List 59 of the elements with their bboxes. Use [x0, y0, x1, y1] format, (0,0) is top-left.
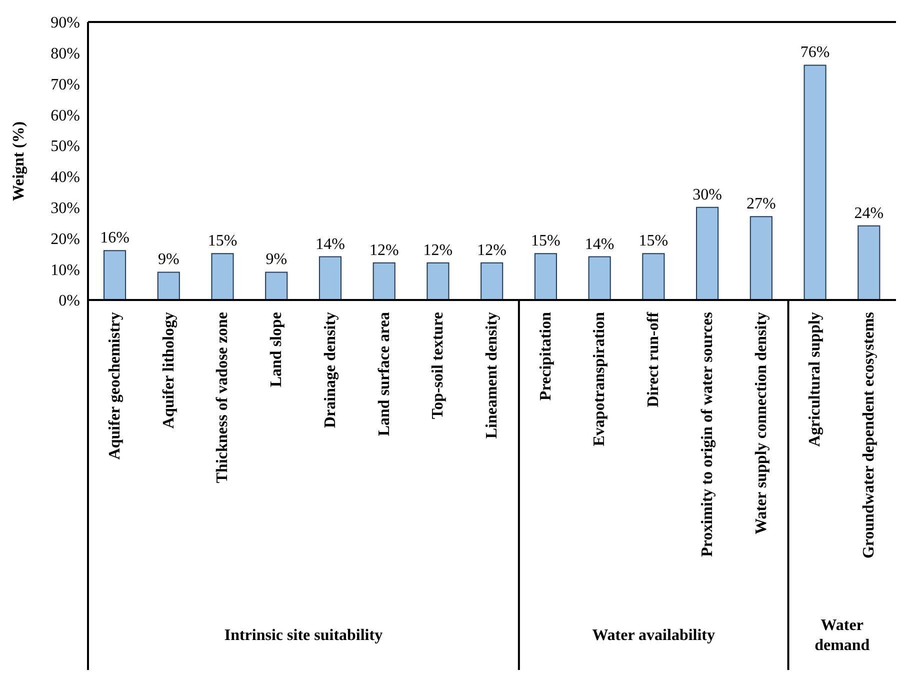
bar: [804, 64, 826, 300]
y-tick-label: 40%: [50, 169, 80, 186]
bar: [534, 253, 557, 300]
bar: [588, 256, 611, 300]
x-tick-label: Agricultural supply: [806, 312, 824, 447]
x-tick-label: Groundwater dependent ecosystems: [860, 312, 878, 559]
text: Water demand: [814, 617, 870, 654]
y-tick-label: 80%: [50, 46, 80, 63]
data-label: 15%: [638, 232, 668, 250]
y-tick-label: 0%: [58, 292, 80, 310]
y-tick-label: 30%: [50, 200, 80, 218]
x-tick-label: Top-soil texture: [430, 312, 447, 420]
y-tick-label: 90%: [50, 14, 80, 32]
data-label: 24%: [854, 204, 884, 222]
y-tick-label: 50%: [50, 138, 80, 156]
data-label: 12%: [369, 242, 399, 259]
y-tick-label: 60%: [50, 107, 80, 124]
bar: [750, 216, 772, 300]
data-label: 14%: [584, 236, 614, 253]
x-tick-label: Aquifer lithology: [160, 312, 178, 429]
bar: [372, 262, 396, 300]
bar: [104, 250, 126, 300]
y-axis-title: Weignt (%): [10, 121, 28, 201]
x-tick-label: Evapotranspiration: [591, 312, 608, 446]
bar: [642, 253, 665, 300]
y-tick-label: 70%: [50, 76, 80, 94]
y-tick-label: 20%: [50, 230, 80, 248]
y-tick-label: 10%: [50, 262, 80, 279]
x-tick-label: Lineament density: [484, 312, 500, 439]
data-label: 9%: [158, 251, 180, 268]
bar: [426, 262, 450, 300]
bar: [318, 256, 342, 300]
data-label: 30%: [692, 186, 722, 204]
bar: [858, 225, 880, 300]
text: Intrinsic site suitability: [224, 627, 383, 644]
x-tick-label: Proximity to origin of water sources: [698, 312, 716, 557]
x-tick-label: Drainage density: [322, 312, 339, 428]
x-tick-label: Precipitation: [537, 312, 554, 401]
x-tick-label: Aquifer geochemistry: [106, 312, 124, 460]
bar: [211, 253, 234, 300]
data-label: 12%: [423, 242, 453, 259]
x-tick-label: Direct run-off: [645, 311, 662, 408]
data-label: 15%: [208, 232, 238, 250]
data-label: 76%: [800, 44, 830, 62]
x-tick-label: Land slope: [268, 312, 286, 388]
data-label: 16%: [100, 230, 130, 247]
data-label: 14%: [316, 236, 345, 253]
data-label: 12%: [477, 242, 507, 259]
data-label: 9%: [266, 251, 288, 268]
bar: [157, 272, 180, 300]
x-tick-label: Thickness of vadose zone: [214, 312, 232, 484]
bar: [265, 272, 288, 300]
data-label: 15%: [531, 232, 560, 250]
text: Water availability: [592, 627, 716, 644]
x-tick-label: Land surface area: [376, 312, 393, 436]
bar: [696, 206, 719, 300]
bar: [480, 262, 504, 300]
x-tick-label: Water supply connection density: [752, 312, 770, 534]
data-label: 27%: [746, 196, 776, 213]
